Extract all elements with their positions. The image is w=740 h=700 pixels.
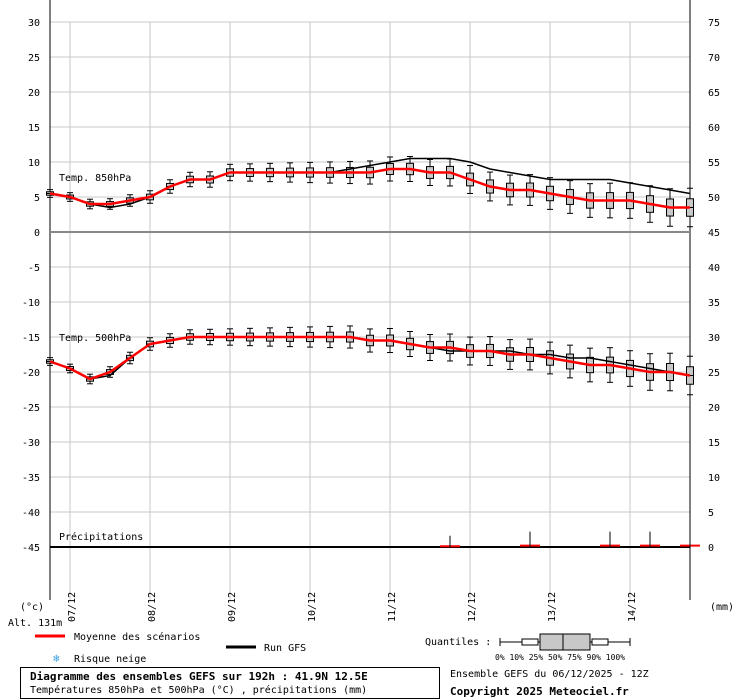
x-tick-label: 07/12 <box>67 592 78 622</box>
y-left-tick-label: -5 <box>28 263 40 274</box>
x-tick-label: 10/12 <box>307 592 318 622</box>
chart-grid <box>50 21 690 600</box>
snowflake-icon: ❄ <box>53 652 60 665</box>
y-right-tick-label: 50 <box>708 193 720 204</box>
chart-title: Diagramme des ensembles GEFS sur 192h : … <box>30 670 368 683</box>
y-left-tick-label: 20 <box>28 88 40 99</box>
y-left-tick-label: 25 <box>28 53 40 64</box>
x-tick-label: 13/12 <box>547 592 558 622</box>
y-right-tick-label: 35 <box>708 298 720 309</box>
copyright-text: Copyright 2025 Meteociel.fr <box>450 685 629 698</box>
y-right-tick-label: 0 <box>708 543 714 554</box>
y-right-tick-label: 15 <box>708 438 720 449</box>
y-right-tick-label: 60 <box>708 123 720 134</box>
y-right-tick-label: 45 <box>708 228 720 239</box>
y-left-unit: (°c) <box>20 602 44 613</box>
x-tick-label: 14/12 <box>627 592 638 622</box>
y-left-tick-label: 0 <box>34 228 40 239</box>
chart-axes <box>49 0 691 600</box>
legend-run-text: Run GFS <box>264 643 306 654</box>
title-box: Diagramme des ensembles GEFS sur 192h : … <box>20 667 440 699</box>
legend-quantiles-values: 0% 10% 25% 50% 75% 90% 100% <box>495 653 625 662</box>
x-tick-label: 09/12 <box>227 592 238 622</box>
y-right-tick-label: 70 <box>708 53 720 64</box>
y-left-tick-label: 10 <box>28 158 40 169</box>
y-left-tick-label: -25 <box>22 403 40 414</box>
y-right-unit: (mm) <box>710 602 734 613</box>
y-left-tick-label: -40 <box>22 508 40 519</box>
y-right-tick-label: 40 <box>708 263 720 274</box>
legend-snow-text: Risque neige <box>74 654 146 665</box>
y-left-tick-label: 15 <box>28 123 40 134</box>
quantiles-box-icon <box>499 633 631 651</box>
y-right-tick-label: 25 <box>708 368 720 379</box>
y-left-tick-label: -15 <box>22 333 40 344</box>
x-tick-label: 12/12 <box>467 592 478 622</box>
y-left-tick-label: -20 <box>22 368 40 379</box>
y-left-tick-label: -30 <box>22 438 40 449</box>
panel-label-850: Temp. 850hPa <box>59 173 131 184</box>
x-tick-label: 11/12 <box>387 592 398 622</box>
chart-subtitle: Températures 850hPa et 500hPa (°C) , pré… <box>30 685 368 696</box>
panel-label-precip: Précipitations <box>59 531 143 543</box>
y-left-tick-label: 30 <box>28 18 40 29</box>
y-right-tick-label: 75 <box>708 18 720 29</box>
legend-mean-text: Moyenne des scénarios <box>74 631 200 643</box>
line-500-mean <box>49 335 691 381</box>
panel-label-500: Temp. 500hPa <box>59 333 131 344</box>
y-left-tick-label: -10 <box>22 298 40 309</box>
x-tick-label: 08/12 <box>147 592 158 622</box>
y-right-tick-label: 65 <box>708 88 720 99</box>
y-right-tick-label: 20 <box>708 403 720 414</box>
y-left-tick-label: 5 <box>34 193 40 204</box>
y-right-tick-label: 30 <box>708 333 720 344</box>
legend-quantiles-label: Quantiles : <box>425 637 491 648</box>
y-right-tick-label: 55 <box>708 158 720 169</box>
altitude-label: Alt. 131m <box>8 618 62 629</box>
line-850-mean <box>49 167 690 209</box>
ensemble-info: Ensemble GEFS du 06/12/2025 - 12Z <box>450 669 649 680</box>
chart-marks <box>46 155 700 548</box>
y-left-tick-label: -45 <box>22 543 40 554</box>
y-right-tick-label: 10 <box>708 473 720 484</box>
y-left-tick-label: -35 <box>22 473 40 484</box>
y-right-tick-label: 5 <box>708 508 714 519</box>
